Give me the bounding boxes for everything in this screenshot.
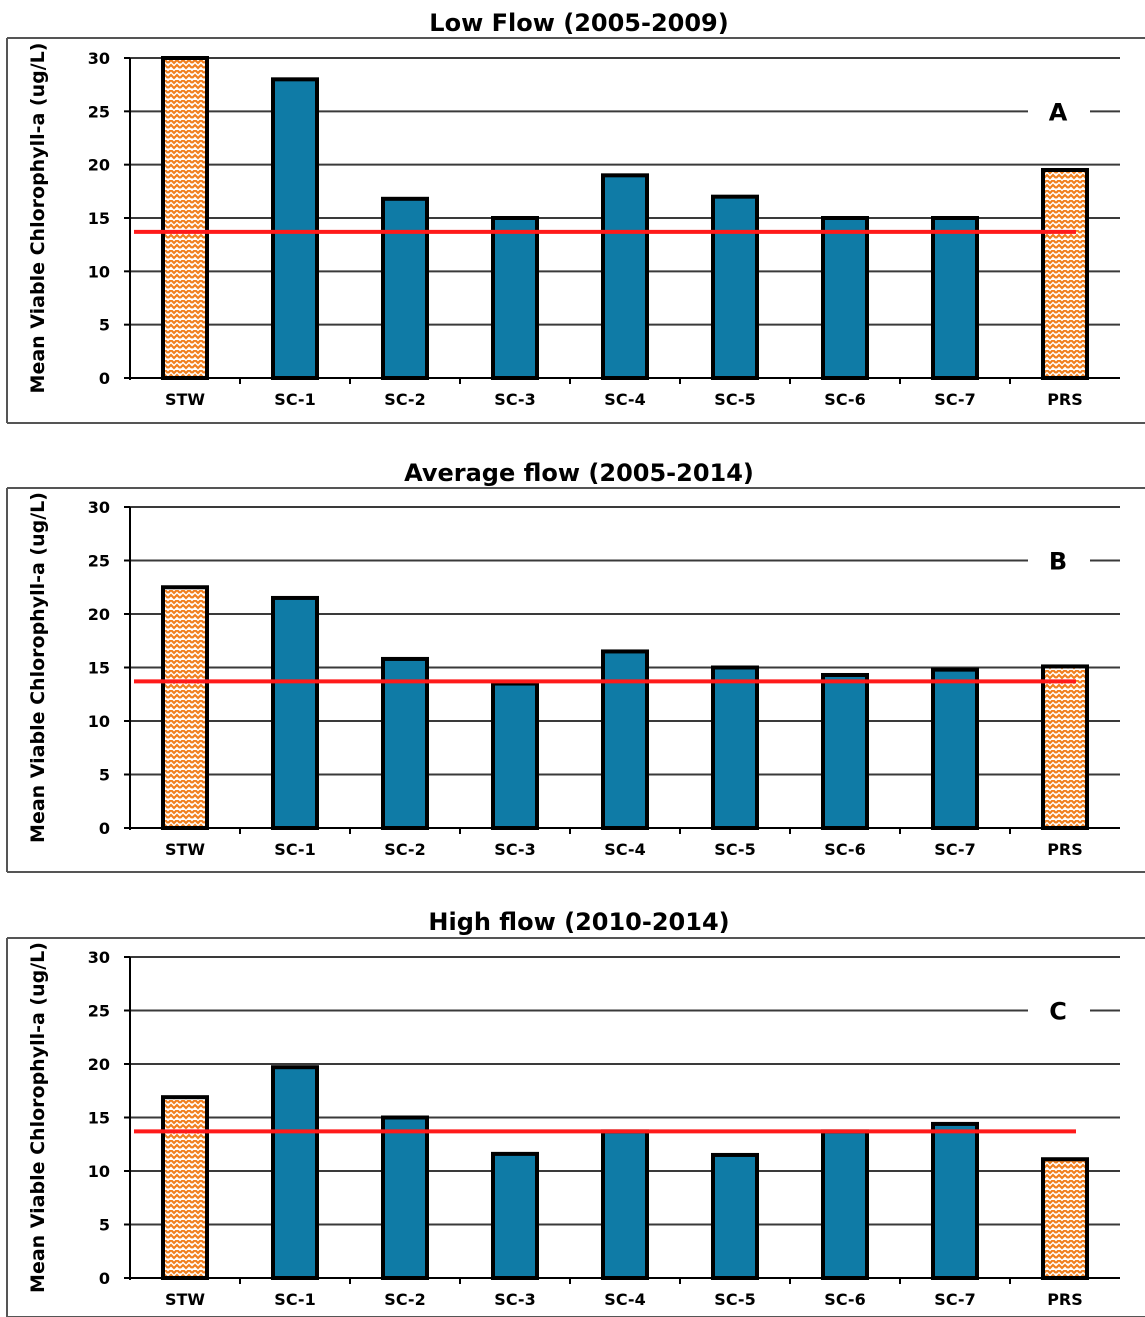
panel-letter: B [1049, 548, 1067, 576]
chart-panel-b: Average flow (2005-2014) 0 5 10 15 20 25 30 B STW… [6, 459, 1145, 873]
x-tick-label: SC-7 [934, 1290, 975, 1309]
bar-sc-4 [601, 173, 649, 380]
y-axis-label: Mean Viable Chlorophyll-a (ug/L) [27, 942, 49, 1293]
y-tick-label: 0 [99, 819, 110, 838]
y-tick-label: 5 [99, 316, 110, 335]
x-tick-label: SC-7 [934, 840, 975, 859]
chart-title: Low Flow (2005-2009) [429, 9, 728, 37]
bar-sc-6 [821, 1129, 869, 1281]
bar-sc-7 [931, 667, 979, 831]
x-tick-label: SC-6 [824, 1290, 865, 1309]
y-axis-label: Mean Viable Chlorophyll-a (ug/L) [27, 43, 49, 394]
panel-letter: C [1049, 998, 1067, 1026]
chart-panel-a: Low Flow (2005-2009) 0 5 10 15 20 25 30 A STW SC-1… [6, 9, 1145, 424]
x-tick-label: SC-7 [934, 390, 975, 409]
bar-prs [1041, 664, 1089, 830]
x-tick-label: SC-2 [384, 840, 425, 859]
bar-stw [161, 585, 209, 830]
x-tick-label: STW [165, 390, 205, 409]
y-tick-label: 20 [88, 1055, 110, 1074]
y-tick-label: 15 [88, 209, 110, 228]
y-tick-label: 20 [88, 605, 110, 624]
x-tick-label: SC-2 [384, 390, 425, 409]
chart-panel-c: High flow (2010-2014) 0 5 10 15 20 25 30 C STW SC-… [6, 908, 1145, 1317]
x-tick-label: SC-4 [604, 390, 645, 409]
x-tick-label: SC-1 [274, 1290, 315, 1309]
bar-stw [161, 56, 209, 380]
x-tick-label: SC-4 [604, 840, 645, 859]
chart-title: Average flow (2005-2014) [404, 459, 754, 487]
bar-sc-1 [271, 1065, 319, 1280]
x-tick-label: SC-6 [824, 840, 865, 859]
x-tick-label: STW [165, 840, 205, 859]
y-tick-label: 0 [99, 369, 110, 388]
bar-sc-1 [271, 77, 319, 380]
chart-title: High flow (2010-2014) [428, 908, 729, 936]
y-tick-label: 20 [88, 156, 110, 175]
x-tick-label: PRS [1047, 840, 1083, 859]
y-tick-label: 5 [99, 766, 110, 785]
x-tick-label: SC-4 [604, 1290, 645, 1309]
panel-letter: A [1049, 98, 1068, 126]
bar-stw [161, 1095, 209, 1281]
y-tick-label: 30 [88, 498, 110, 517]
bar-sc-2 [381, 196, 429, 380]
y-tick-label: 10 [88, 1162, 110, 1181]
bar-sc-5 [711, 194, 759, 380]
x-tick-label: SC-5 [714, 840, 755, 859]
bar-sc-7 [931, 216, 979, 380]
y-tick-label: 15 [88, 1109, 110, 1128]
x-tick-label: STW [165, 1290, 205, 1309]
y-axis-label: Mean Viable Chlorophyll-a (ug/L) [27, 492, 49, 843]
bar-sc-3 [491, 1151, 539, 1281]
y-tick-label: 30 [88, 49, 110, 68]
y-tick-label: 25 [88, 1002, 110, 1021]
y-tick-label: 0 [99, 1269, 110, 1288]
panel-letter-background [1028, 544, 1090, 577]
bar-sc-7 [931, 1121, 979, 1281]
bar-sc-4 [601, 649, 649, 831]
x-tick-label: SC-3 [494, 390, 535, 409]
y-tick-label: 5 [99, 1216, 110, 1235]
x-tick-label: SC-1 [274, 390, 315, 409]
bar-sc-6 [821, 216, 869, 380]
y-tick-label: 30 [88, 948, 110, 967]
y-tick-label: 10 [88, 262, 110, 281]
panel-letter-background [1028, 95, 1090, 128]
x-tick-label: SC-2 [384, 1290, 425, 1309]
y-tick-label: 15 [88, 659, 110, 678]
bar-sc-3 [491, 681, 539, 830]
x-tick-label: PRS [1047, 390, 1083, 409]
bar-prs [1041, 168, 1089, 380]
bar-sc-6 [821, 672, 869, 830]
y-tick-label: 25 [88, 552, 110, 571]
panel-letter-background [1028, 994, 1090, 1027]
x-tick-label: SC-3 [494, 1290, 535, 1309]
y-tick-label: 25 [88, 102, 110, 121]
x-tick-label: SC-5 [714, 1290, 755, 1309]
bar-sc-2 [381, 656, 429, 830]
bar-prs [1041, 1157, 1089, 1280]
bar-sc-5 [711, 1152, 759, 1280]
bar-sc-5 [711, 665, 759, 830]
x-tick-label: SC-6 [824, 390, 865, 409]
bar-sc-1 [271, 595, 319, 831]
bar-sc-3 [491, 216, 539, 380]
x-tick-label: SC-5 [714, 390, 755, 409]
x-tick-label: SC-1 [274, 840, 315, 859]
x-tick-label: SC-3 [494, 840, 535, 859]
y-tick-label: 10 [88, 712, 110, 731]
bar-sc-2 [381, 1115, 429, 1280]
x-tick-label: PRS [1047, 1290, 1083, 1309]
bar-sc-4 [601, 1129, 649, 1281]
